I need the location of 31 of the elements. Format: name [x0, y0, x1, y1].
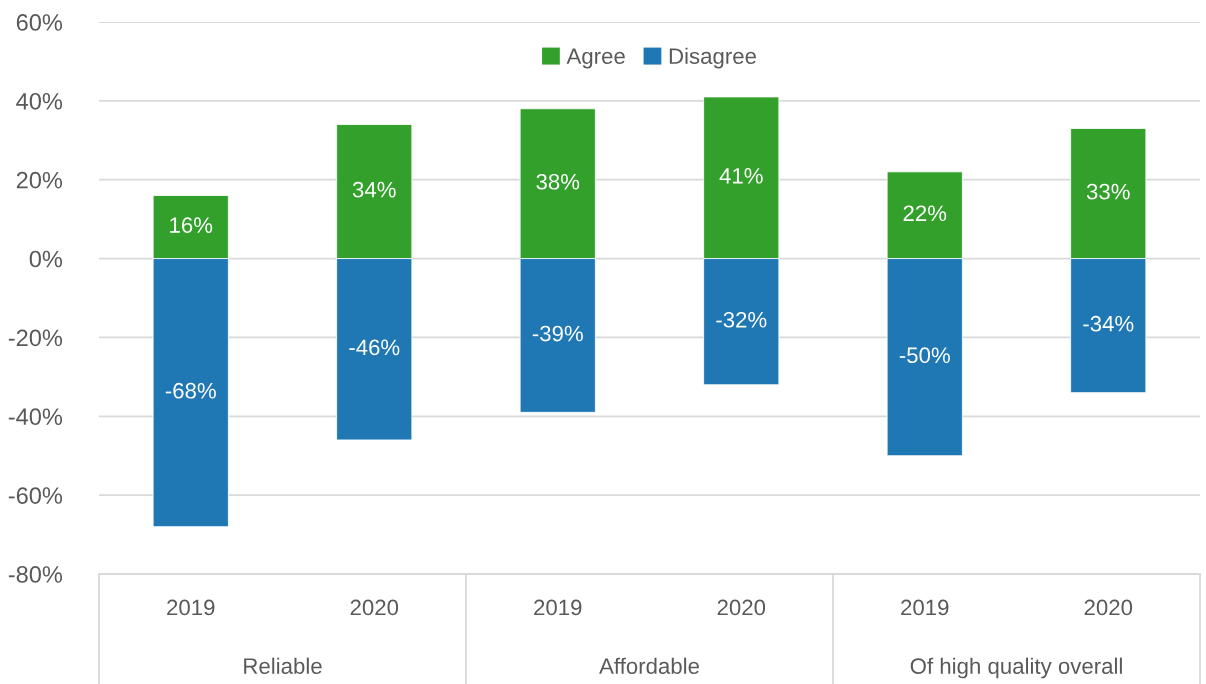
text: Affordable — [599, 657, 699, 674]
data-label: 38% — [536, 173, 580, 190]
data-label: -32% — [716, 311, 767, 328]
data-label: -39% — [532, 325, 583, 342]
data-label: -46% — [349, 339, 400, 356]
y-tick-label: -80% — [8, 566, 63, 583]
data-label: 16% — [170, 217, 213, 233]
data-label: -50% — [899, 347, 950, 364]
x-tick-label: 2019 — [901, 599, 949, 616]
data-label: 34% — [352, 181, 396, 198]
data-label: 22% — [903, 205, 947, 222]
y-tick-label: 40% — [16, 92, 63, 110]
x-tick-label: 2019 — [534, 599, 582, 616]
data-label: 41% — [719, 168, 763, 184]
y-tick-label: 60% — [16, 14, 63, 31]
data-label: 33% — [1086, 183, 1130, 200]
y-tick-label: -40% — [8, 408, 63, 426]
y-tick-label: -60% — [8, 487, 63, 504]
y-tick-label: 0% — [29, 250, 63, 268]
legend-label: Disagree — [669, 47, 756, 69]
x-tick-label: 2019 — [167, 599, 215, 616]
x-tick-label: 2020 — [717, 599, 766, 616]
x-tick-label: 2020 — [1084, 599, 1133, 616]
y-tick-label: 20% — [16, 171, 63, 189]
text: Of high quality overall — [910, 657, 1122, 679]
x-tick-label: 2020 — [350, 599, 399, 616]
text: Reliable — [244, 657, 322, 674]
data-label: -34% — [1083, 315, 1134, 332]
y-tick-label: -20% — [8, 329, 63, 347]
data-label: -68% — [165, 382, 216, 399]
legend-label: Agree — [566, 48, 625, 69]
